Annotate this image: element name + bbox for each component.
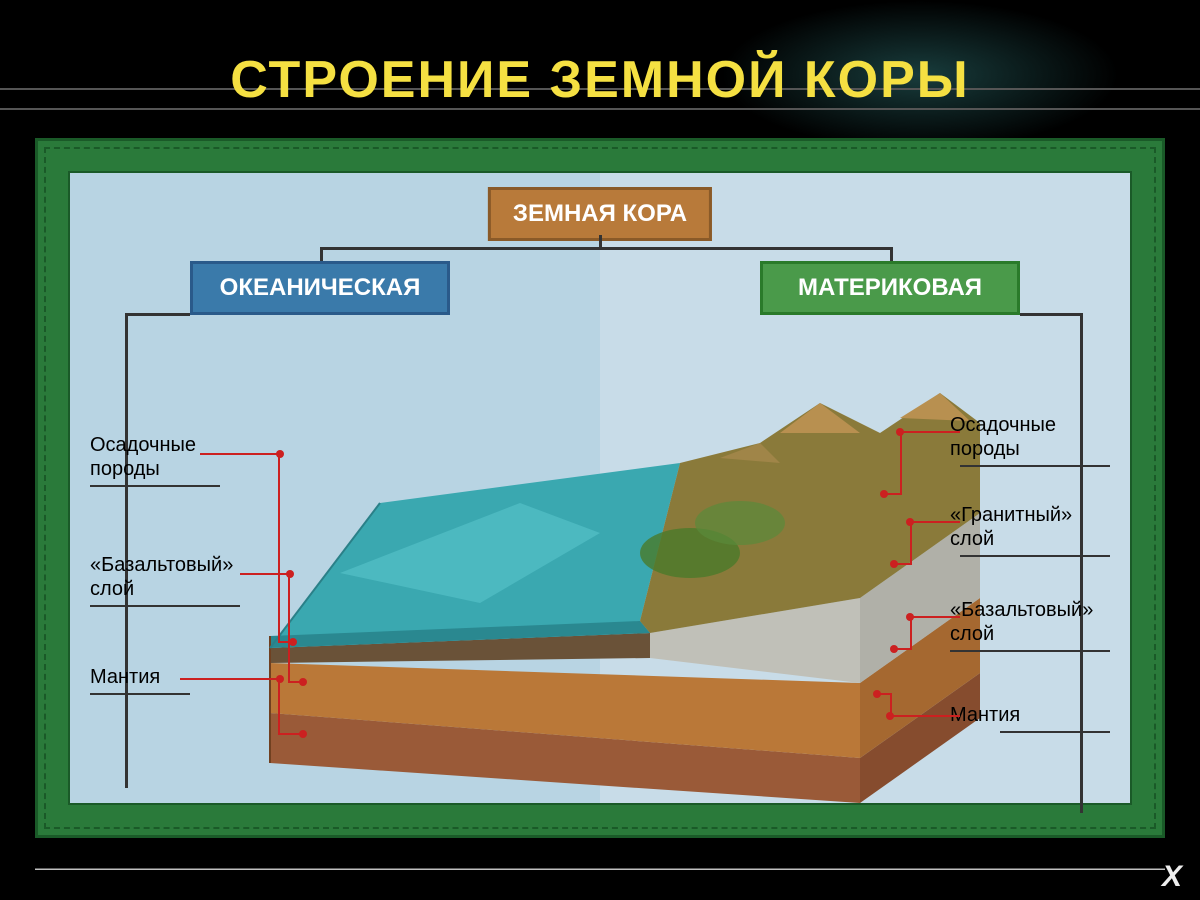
bottom-rule [35,868,1165,870]
box-earth-crust: ЗЕМНАЯ КОРА [488,187,712,241]
connector-to-oceanic [320,247,323,261]
pointer-right-sedimentary-end [884,493,902,495]
underline-left-mantle [90,693,190,695]
underline-right-sedimentary [960,465,1110,467]
pointer-right-sedimentary-v [900,431,902,493]
underline-left-sedimentary [90,485,220,487]
underline-right-basalt [950,650,1110,652]
label-right-sedimentary: Осадочныепороды [950,413,1110,461]
text-right-granite: «Гранитный»слой [950,504,1072,550]
pointer-right-mantle-end [877,693,892,695]
pointer-right-granite-v [910,521,912,563]
label-right-granite: «Гранитный»слой [950,503,1110,551]
pointer-left-basalt-end [288,681,303,683]
pointer-right-mantle [890,715,960,717]
pointer-right-granite [910,521,960,523]
pointer-left-sedimentary-v [278,453,280,641]
text-left-basalt: «Базальтовый»слой [90,554,233,600]
pointer-right-basalt-v [910,616,912,648]
pointer-left-mantle [180,678,280,680]
box-continental: МАТЕРИКОВАЯ [760,261,1020,315]
vegetation-2 [695,501,785,545]
text-left-mantle: Мантия [90,666,160,688]
diagram-panel: ЗЕМНАЯ КОРА ОКЕАНИЧЕСКАЯ МАТЕРИКОВАЯ [35,138,1165,838]
pointer-left-basalt-v [288,573,290,681]
connector-crust-down [599,235,602,247]
connector-to-continental [890,247,893,261]
text-left-sedimentary: Осадочныепороды [90,434,196,480]
oceanic-frame-left [125,313,128,788]
label-left-basalt: «Базальтовый»слой [90,553,233,601]
pointer-left-basalt [240,573,290,575]
underline-right-mantle [1000,731,1110,733]
pointer-right-basalt-end [894,648,912,650]
pointer-right-sedimentary [900,431,960,433]
label-left-sedimentary: Осадочныепороды [90,433,196,481]
continental-frame-top [1020,313,1082,316]
text-right-basalt: «Базальтовый»слой [950,599,1093,645]
underline-left-basalt [90,605,240,607]
underline-right-granite [960,555,1110,557]
box-oceanic: ОКЕАНИЧЕСКАЯ [190,261,450,315]
label-right-basalt: «Базальтовый»слой [950,598,1110,646]
continental-frame-right [1080,313,1083,813]
page-title: СТРОЕНИЕ ЗЕМНОЙ КОРЫ [0,50,1200,110]
cross-section-diagram [220,373,990,793]
pointer-right-basalt [910,616,960,618]
connector-horizontal [320,247,890,250]
label-right-mantle: Мантия [950,703,1110,727]
text-right-sedimentary: Осадочныепороды [950,414,1056,460]
close-icon[interactable]: X [1162,860,1182,894]
text-right-mantle: Мантия [950,704,1020,726]
label-left-mantle: Мантия [90,665,160,689]
pointer-left-mantle-v [278,678,280,733]
pointer-right-mantle-v [890,693,892,715]
pointer-left-sedimentary-end [278,641,293,643]
sky-background: ЗЕМНАЯ КОРА ОКЕАНИЧЕСКАЯ МАТЕРИКОВАЯ [68,171,1132,805]
oceanic-frame-top [125,313,190,316]
pointer-left-sedimentary [200,453,280,455]
pointer-right-granite-end [894,563,912,565]
pointer-left-mantle-end [278,733,303,735]
